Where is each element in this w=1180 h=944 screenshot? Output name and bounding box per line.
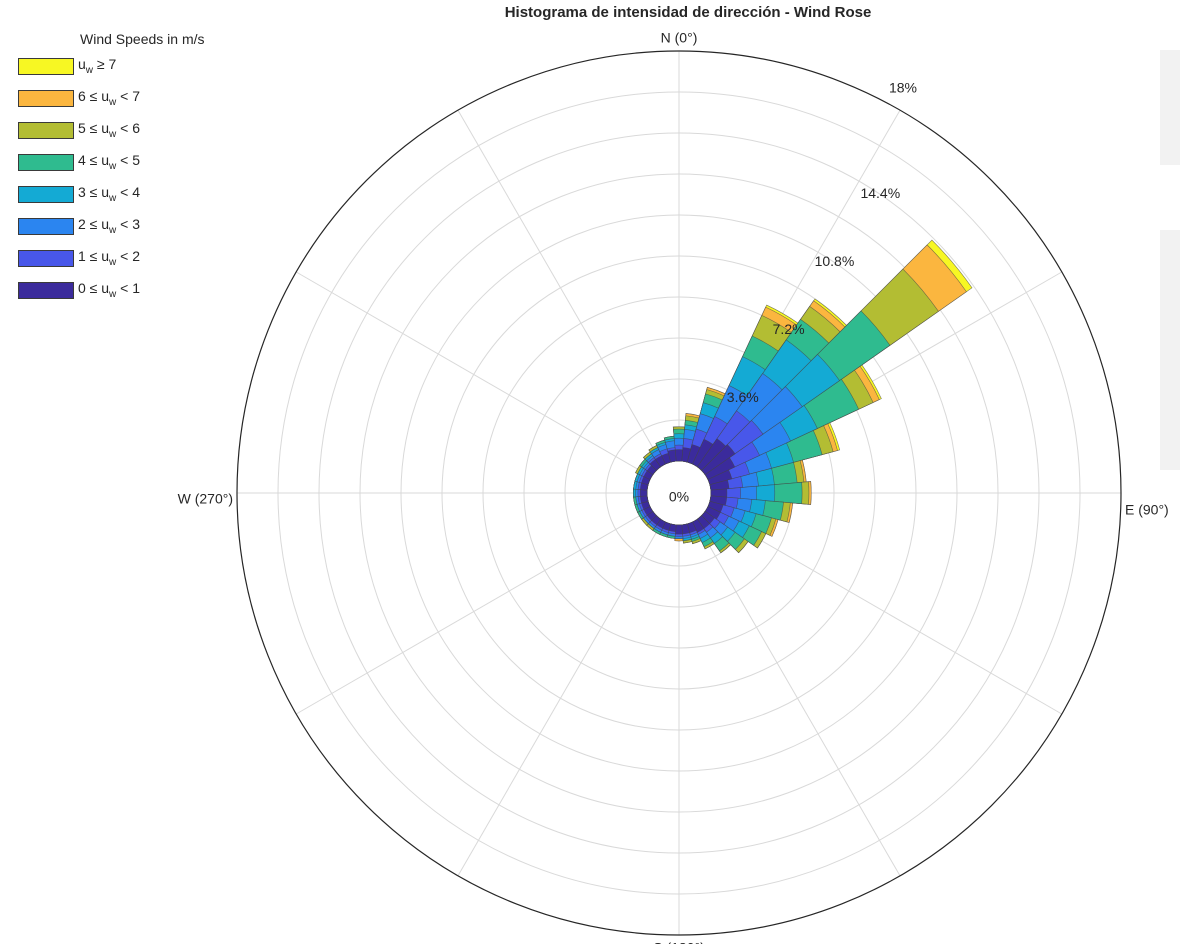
edge-panel-top xyxy=(1160,50,1180,165)
legend-item: uw ≥ 7 xyxy=(18,50,205,82)
radial-tick-label: 10.8% xyxy=(815,253,855,269)
outer-ring xyxy=(236,50,1122,936)
sector-50-bin-0-1 xyxy=(701,444,736,476)
radial-tick-label: 18% xyxy=(889,80,917,96)
radial-tick-label: 14.4% xyxy=(860,185,900,201)
grid-ring xyxy=(400,214,958,772)
axis-labels: 0% 3.6% 7.2% 10.8% 14.4% 18% N (0°) E (90°) S (1… xyxy=(178,30,1169,944)
legend-swatch xyxy=(18,89,74,107)
legend-swatch xyxy=(18,185,74,203)
direction-label: E (90°) xyxy=(1125,502,1169,518)
grid-ring xyxy=(482,296,876,690)
radial-tick-label: 0% xyxy=(669,489,689,505)
legend-item: 5 ≤ uw < 6 xyxy=(18,114,205,146)
legend-label: 0 ≤ uw < 1 xyxy=(78,280,141,300)
direction-label: W (270°) xyxy=(178,491,233,507)
legend-swatch xyxy=(18,217,74,235)
sector-80-bin-0-1 xyxy=(709,479,730,491)
sector-120-bin-0-1 xyxy=(704,506,721,520)
chart-title: Histograma de intensidad de dirección - … xyxy=(504,4,872,21)
legend: Wind Speeds in m/s uw ≥ 7 6 ≤ uw < 7 5 ≤ u… xyxy=(18,31,205,306)
legend-item: 4 ≤ uw < 5 xyxy=(18,146,205,178)
legend-swatch xyxy=(18,281,74,299)
legend-label: 2 ≤ uw < 3 xyxy=(78,216,141,236)
legend-swatch xyxy=(18,121,74,139)
radial-tick-label: 3.6% xyxy=(727,389,759,405)
grid-ring xyxy=(277,91,1081,895)
sector-60-bin-0-1 xyxy=(704,457,736,480)
legend-item: 1 ≤ uw < 2 xyxy=(18,242,205,274)
legend-item: 2 ≤ uw < 3 xyxy=(18,210,205,242)
sector-100-bin-0-1 xyxy=(709,495,728,506)
legend-label: 1 ≤ uw < 2 xyxy=(78,248,141,268)
rose-sectors xyxy=(633,239,973,554)
legend-item: 3 ≤ uw < 4 xyxy=(18,178,205,210)
grid-ring xyxy=(441,255,917,731)
legend-label: 4 ≤ uw < 5 xyxy=(78,152,141,172)
edge-panel-bottom xyxy=(1160,230,1180,470)
grid-ring xyxy=(318,132,1040,854)
sector-150-bin-0-1 xyxy=(692,518,705,533)
legend-swatch xyxy=(18,153,74,171)
sector-180-bin-0-1 xyxy=(675,524,683,535)
legend-label: 3 ≤ uw < 4 xyxy=(78,184,141,204)
center-hole xyxy=(653,467,705,519)
legend-label: uw ≥ 7 xyxy=(78,56,117,76)
direction-label: S (180°) xyxy=(653,940,705,944)
legend-swatch xyxy=(18,57,74,75)
direction-label: N (0°) xyxy=(661,30,698,46)
legend-item: 6 ≤ uw < 7 xyxy=(18,82,205,114)
grid-ring xyxy=(523,337,835,649)
sector-70-bin-0-1 xyxy=(707,469,733,486)
legend-label: 5 ≤ uw < 6 xyxy=(78,120,141,140)
legend-swatch xyxy=(18,249,74,267)
legend-item: 0 ≤ uw < 1 xyxy=(18,274,205,306)
sector-270-bin-0-1 xyxy=(639,489,648,497)
polar-grid xyxy=(236,50,1122,936)
legend-label: 6 ≤ uw < 7 xyxy=(78,88,141,108)
radial-tick-label: 7.2% xyxy=(773,321,805,337)
sector-350-bin-0-1 xyxy=(667,449,677,463)
legend-title: Wind Speeds in m/s xyxy=(80,31,205,47)
grid-ring xyxy=(359,173,999,813)
